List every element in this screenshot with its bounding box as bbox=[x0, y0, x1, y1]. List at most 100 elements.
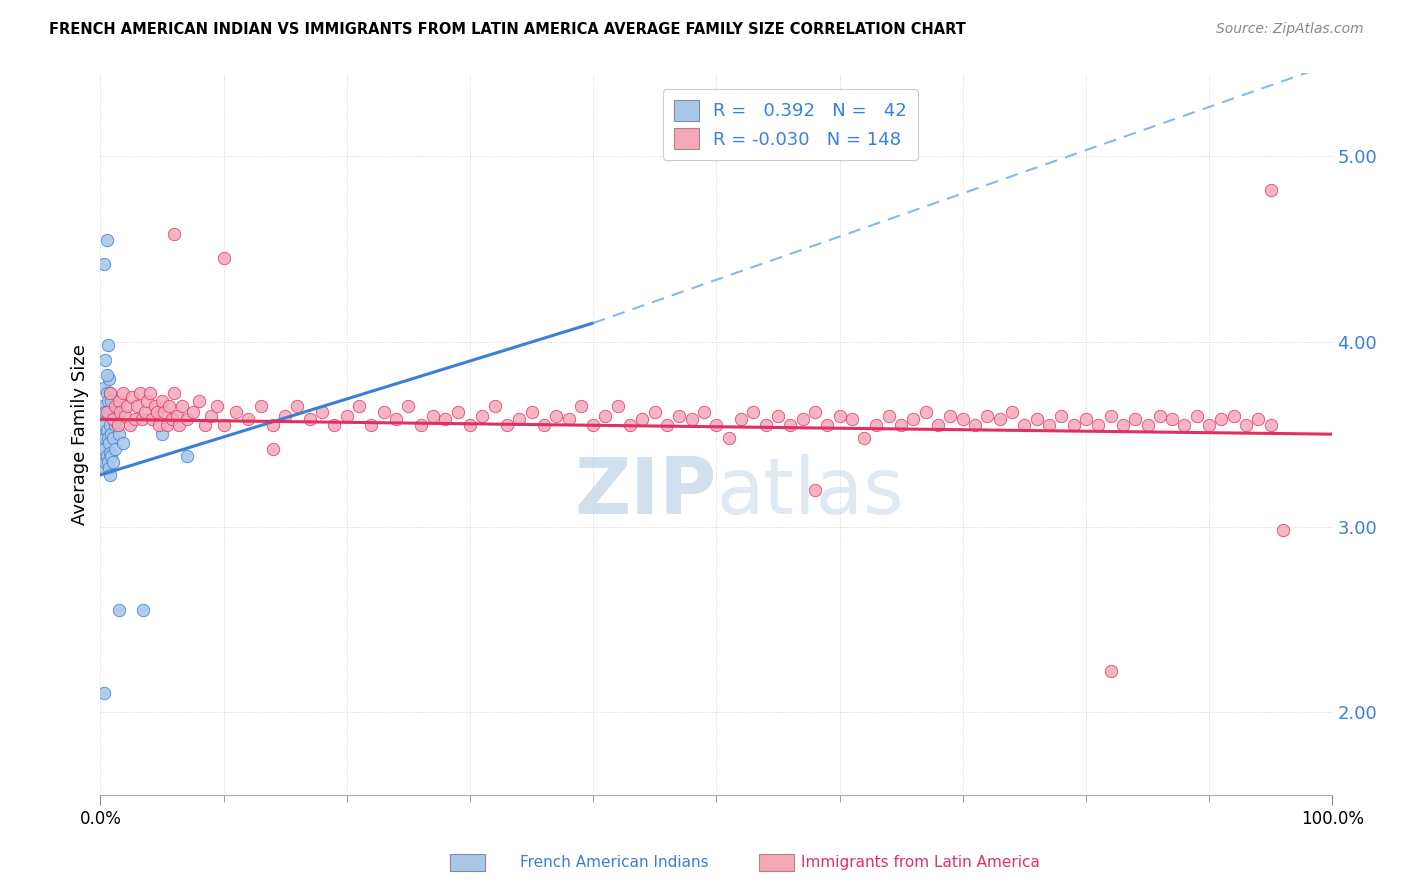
Point bbox=[96, 450, 118, 464]
Point bbox=[108, 603, 131, 617]
Point bbox=[118, 417, 141, 432]
Point bbox=[153, 405, 176, 419]
Point bbox=[274, 409, 297, 423]
Point bbox=[94, 455, 117, 469]
Point bbox=[496, 417, 519, 432]
Point bbox=[730, 412, 752, 426]
Point bbox=[815, 417, 838, 432]
Point bbox=[163, 386, 186, 401]
Point bbox=[93, 381, 115, 395]
Point bbox=[93, 686, 115, 700]
Point bbox=[1185, 409, 1208, 423]
Point bbox=[207, 400, 229, 414]
Point bbox=[127, 400, 149, 414]
Point bbox=[108, 405, 131, 419]
Point bbox=[1123, 412, 1146, 426]
Point bbox=[1136, 417, 1159, 432]
Point bbox=[187, 393, 209, 408]
Point bbox=[148, 417, 170, 432]
Point bbox=[98, 371, 121, 385]
Point bbox=[1099, 409, 1122, 423]
Point bbox=[91, 400, 114, 414]
Point bbox=[927, 417, 949, 432]
Point bbox=[681, 412, 703, 426]
Point bbox=[90, 409, 112, 423]
Text: Immigrants from Latin America: Immigrants from Latin America bbox=[801, 855, 1040, 870]
Point bbox=[101, 431, 124, 445]
Point bbox=[373, 405, 395, 419]
Point bbox=[1074, 412, 1097, 426]
Point bbox=[655, 417, 678, 432]
Point bbox=[96, 405, 118, 419]
Point bbox=[104, 417, 127, 432]
Point bbox=[101, 412, 124, 426]
Point bbox=[108, 393, 131, 408]
Point bbox=[98, 446, 121, 460]
Text: Source: ZipAtlas.com: Source: ZipAtlas.com bbox=[1216, 22, 1364, 37]
Point bbox=[98, 460, 121, 475]
Point bbox=[828, 409, 851, 423]
Point bbox=[132, 603, 155, 617]
Point bbox=[606, 400, 628, 414]
Point bbox=[1260, 417, 1282, 432]
Point bbox=[98, 436, 121, 450]
Point bbox=[1014, 417, 1036, 432]
Point bbox=[298, 412, 321, 426]
Y-axis label: Average Family Size: Average Family Size bbox=[72, 343, 89, 524]
Point bbox=[157, 400, 180, 414]
Point bbox=[146, 405, 169, 419]
Point bbox=[1001, 405, 1024, 419]
Point bbox=[976, 409, 998, 423]
Point bbox=[1198, 417, 1220, 432]
Point bbox=[93, 460, 115, 475]
Text: FRENCH AMERICAN INDIAN VS IMMIGRANTS FROM LATIN AMERICA AVERAGE FAMILY SIZE CORR: FRENCH AMERICAN INDIAN VS IMMIGRANTS FRO… bbox=[49, 22, 966, 37]
Point bbox=[841, 412, 863, 426]
Point bbox=[93, 257, 115, 271]
Point bbox=[181, 405, 204, 419]
Point bbox=[409, 417, 432, 432]
Point bbox=[97, 455, 120, 469]
Point bbox=[150, 427, 173, 442]
Point bbox=[98, 409, 121, 423]
Text: French American Indians: French American Indians bbox=[520, 855, 709, 870]
Point bbox=[160, 412, 183, 426]
Point bbox=[97, 431, 120, 445]
Point bbox=[546, 409, 568, 423]
Point bbox=[533, 417, 555, 432]
Point bbox=[952, 412, 974, 426]
Point bbox=[100, 450, 122, 464]
Point bbox=[557, 412, 579, 426]
Point bbox=[111, 386, 134, 401]
Point bbox=[200, 409, 222, 423]
Point bbox=[804, 483, 827, 497]
Point bbox=[98, 417, 121, 432]
Point bbox=[779, 417, 801, 432]
Point bbox=[766, 409, 789, 423]
Point bbox=[1038, 417, 1060, 432]
Point bbox=[508, 412, 530, 426]
Text: ZIP: ZIP bbox=[574, 454, 716, 530]
Point bbox=[595, 409, 617, 423]
Point bbox=[108, 427, 131, 442]
Point bbox=[988, 412, 1011, 426]
Point bbox=[131, 412, 153, 426]
Point bbox=[1272, 524, 1295, 538]
Point bbox=[939, 409, 962, 423]
Point bbox=[93, 442, 115, 456]
Point bbox=[963, 417, 986, 432]
Point bbox=[93, 417, 115, 432]
Point bbox=[94, 353, 117, 368]
Point bbox=[1099, 665, 1122, 679]
Point bbox=[176, 450, 198, 464]
Point bbox=[97, 338, 120, 352]
Point bbox=[446, 405, 468, 419]
Point bbox=[98, 386, 121, 401]
Point bbox=[167, 417, 190, 432]
Point bbox=[104, 442, 127, 456]
Point bbox=[225, 405, 247, 419]
Point bbox=[742, 405, 765, 419]
Point bbox=[287, 400, 309, 414]
Point bbox=[101, 455, 124, 469]
Point bbox=[385, 412, 408, 426]
Point bbox=[755, 417, 778, 432]
